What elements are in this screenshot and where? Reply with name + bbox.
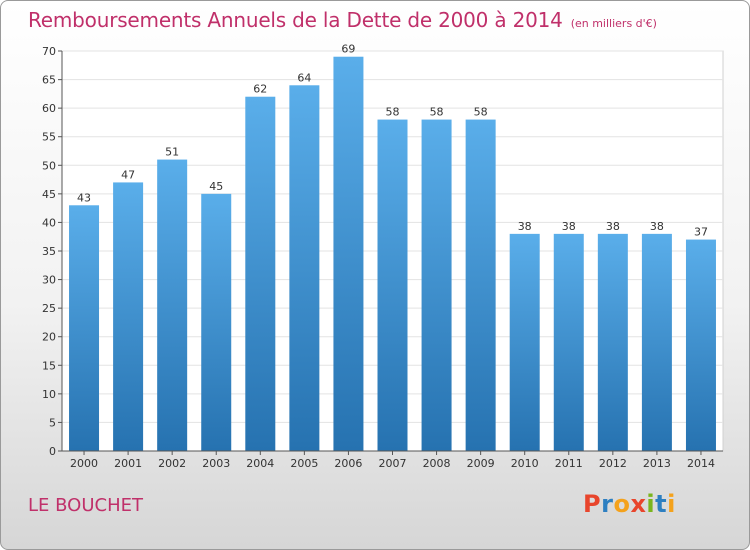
y-tick-label: 20 (42, 331, 56, 344)
brand-letter: t (655, 490, 668, 518)
value-label: 37 (694, 226, 708, 239)
x-tick-label: 2012 (599, 457, 627, 470)
value-label: 47 (121, 168, 135, 181)
y-tick-label: 15 (42, 359, 56, 372)
y-tick-label: 65 (42, 74, 56, 87)
y-tick-label: 70 (42, 45, 56, 58)
y-tick-label: 55 (42, 131, 56, 144)
x-tick-label: 2007 (379, 457, 407, 470)
x-tick-label: 2009 (467, 457, 495, 470)
bar-2005 (289, 85, 320, 452)
brand-logo: Proxiti (583, 490, 676, 518)
bar-2001 (113, 182, 144, 451)
value-label: 38 (562, 220, 576, 233)
bar-2002 (157, 159, 188, 452)
y-axis-ticks: 0 5 10 15 20 25 30 35 40 45 50 55 60 65 70 (42, 45, 62, 458)
bar-2004 (245, 96, 276, 451)
value-label: 43 (77, 191, 91, 204)
value-label: 58 (386, 106, 400, 119)
value-label: 51 (165, 146, 179, 159)
value-label: 69 (341, 43, 355, 56)
y-tick-label: 10 (42, 388, 56, 401)
bar-2013 (641, 233, 672, 451)
x-tick-label: 2004 (246, 457, 274, 470)
bar-2008 (421, 119, 452, 452)
value-label: 62 (253, 83, 267, 96)
x-tick-label: 2010 (511, 457, 539, 470)
bar-2012 (597, 233, 628, 451)
x-axis-ticks: 2000 2001 2002 2003 2004 2005 2006 2007 2008 2009… (70, 451, 715, 470)
commune-name: LE BOUCHET (28, 495, 143, 516)
value-label: 45 (209, 180, 223, 193)
chart-title: Remboursements Annuels de la Dette de 20… (28, 8, 563, 32)
bar-2003 (201, 193, 232, 451)
y-tick-label: 50 (42, 159, 56, 172)
value-label: 38 (650, 220, 664, 233)
y-tick-label: 5 (49, 416, 56, 429)
value-label: 58 (474, 106, 488, 119)
y-tick-label: 30 (42, 274, 56, 287)
brand-letter: o (613, 490, 631, 518)
value-labels: 43 47 51 45 62 64 69 58 58 58 38 38 38 38 37 (77, 43, 708, 239)
title-row: Remboursements Annuels de la Dette de 20… (28, 8, 657, 32)
x-tick-label: 2006 (334, 457, 362, 470)
bars (69, 56, 716, 452)
brand-letter: r (601, 490, 614, 518)
y-tick-label: 25 (42, 302, 56, 315)
value-label: 38 (606, 220, 620, 233)
bar-2014 (685, 239, 716, 451)
x-tick-label: 2003 (202, 457, 230, 470)
x-tick-label: 2011 (555, 457, 583, 470)
x-tick-label: 2002 (158, 457, 186, 470)
y-tick-label: 35 (42, 245, 56, 258)
x-tick-label: 2001 (114, 457, 142, 470)
bar-2006 (333, 56, 364, 451)
chart-unit: (en milliers d'€) (570, 17, 657, 30)
value-label: 64 (297, 71, 311, 84)
x-tick-label: 2008 (423, 457, 451, 470)
bar-2010 (509, 233, 540, 451)
brand-letter: x (630, 490, 647, 518)
brand-letter: i (646, 490, 656, 518)
x-tick-label: 2000 (70, 457, 98, 470)
bar-2000 (69, 205, 100, 451)
x-tick-label: 2013 (643, 457, 671, 470)
value-label: 38 (518, 220, 532, 233)
value-label: 58 (430, 106, 444, 119)
bar-2007 (377, 119, 408, 452)
bar-2009 (465, 119, 496, 452)
brand-letter: i (667, 490, 676, 518)
x-tick-label: 2014 (687, 457, 715, 470)
brand-letter: P (583, 490, 602, 518)
x-tick-label: 2005 (290, 457, 318, 470)
y-tick-label: 40 (42, 216, 56, 229)
y-tick-label: 60 (42, 102, 56, 115)
y-tick-label: 0 (49, 445, 56, 458)
bar-2011 (553, 233, 584, 451)
y-tick-label: 45 (42, 188, 56, 201)
